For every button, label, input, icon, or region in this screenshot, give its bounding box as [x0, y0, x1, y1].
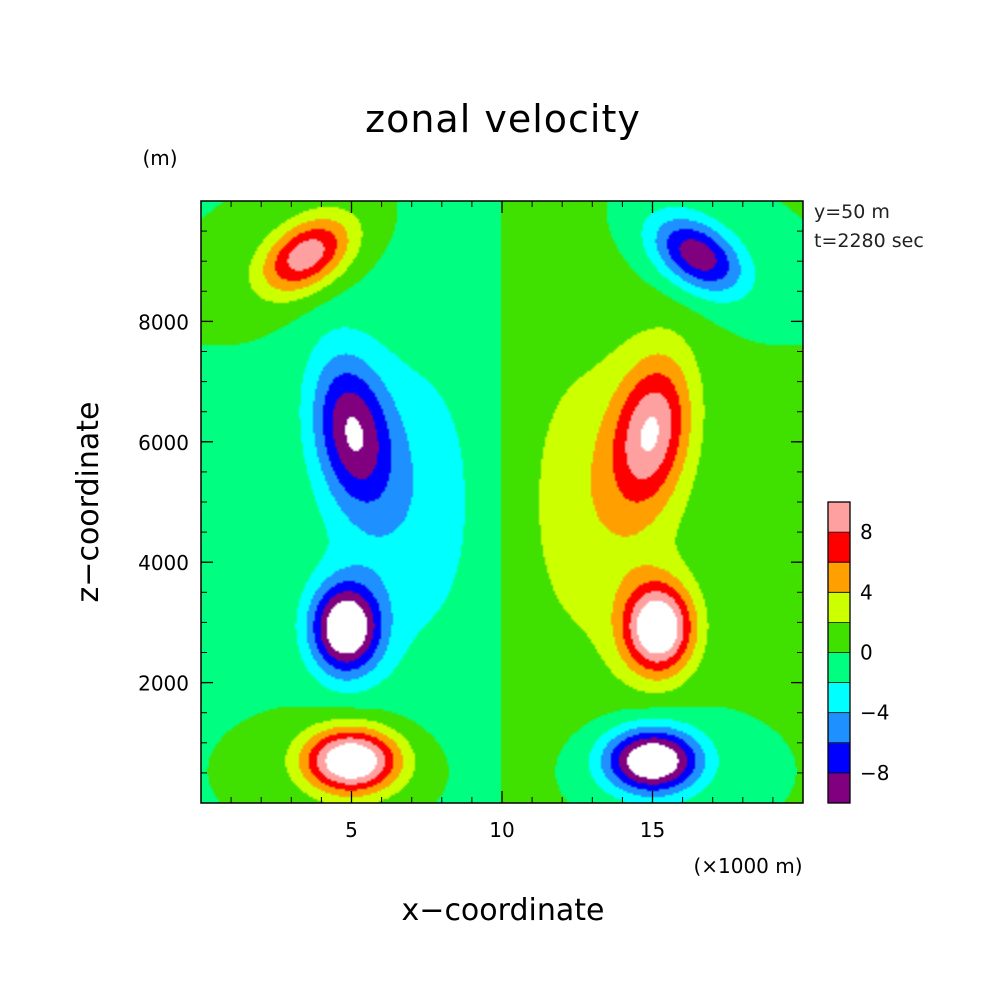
colorbar-label: 0: [860, 641, 873, 665]
colorbar-label: −8: [860, 761, 889, 785]
x-tick-label: 10: [489, 818, 514, 842]
x-tick-label: 5: [345, 818, 358, 842]
info-y-position: y=50 m: [814, 201, 890, 223]
colorbar-swatch: [828, 532, 850, 563]
colorbar-swatch: [828, 772, 850, 804]
colorbar-label: 8: [860, 520, 873, 544]
x-unit-label: (×1000 m): [693, 854, 802, 878]
colorbar: −8 −4 0 4 8: [827, 501, 889, 804]
colorbar-swatch: [828, 562, 850, 593]
colorbar-swatch: [828, 712, 850, 744]
y-tick-label: 6000: [138, 431, 189, 455]
y-tick-label: 8000: [138, 310, 189, 334]
chart-title: zonal velocity: [365, 97, 641, 141]
y-unit-label: (m): [142, 146, 177, 170]
colorbar-label: −4: [860, 701, 889, 725]
y-ticks: 2000 4000 6000 8000: [138, 230, 803, 774]
x-ticks: 5 10 15: [230, 201, 774, 842]
colorbar-swatch: [828, 682, 850, 714]
colorbar-swatch: [828, 502, 850, 533]
y-tick-label: 2000: [138, 672, 189, 696]
colorbar-swatch: [828, 592, 850, 623]
x-tick-label: 15: [640, 818, 665, 842]
colorbar-label: 4: [860, 580, 873, 604]
y-axis-label: z−coordinate: [71, 402, 106, 603]
velocity-field: [201, 201, 803, 803]
colorbar-swatch: [828, 742, 850, 774]
colorbar-swatch: [828, 652, 850, 684]
x-axis-label: x−coordinate: [402, 893, 605, 928]
y-tick-label: 4000: [138, 551, 189, 575]
contour-plot: [201, 201, 803, 803]
info-time: t=2280 sec: [814, 230, 924, 252]
colorbar-swatch: [828, 622, 850, 653]
